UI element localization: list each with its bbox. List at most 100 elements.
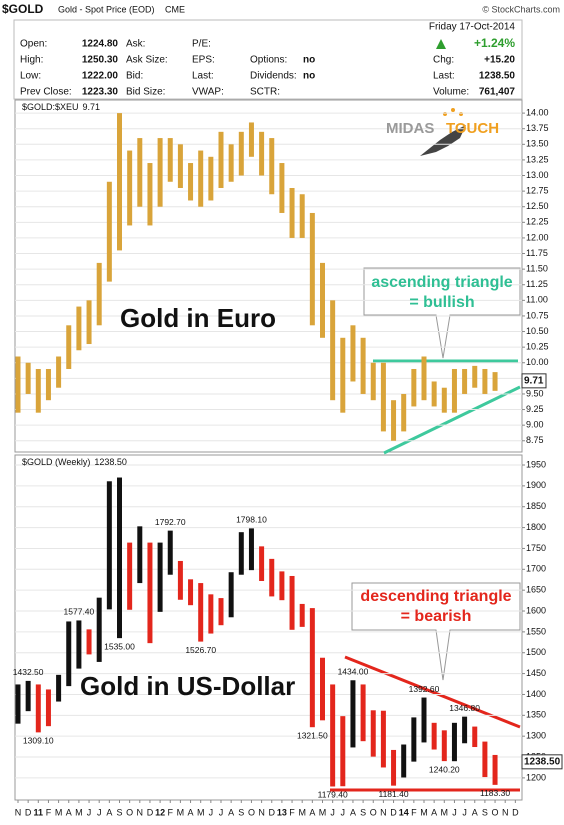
price-bar xyxy=(35,684,41,733)
price-bar xyxy=(380,710,386,768)
quote-label: VWAP: xyxy=(192,87,224,98)
quote-label: EPS: xyxy=(192,55,215,66)
logo-text: MIDAS xyxy=(386,120,434,137)
x-tick-label: M xyxy=(298,807,306,817)
quote-value: 1250.30 xyxy=(82,55,119,66)
x-tick-label: A xyxy=(188,807,194,817)
price-bar xyxy=(370,710,376,757)
price-bar xyxy=(482,741,488,778)
logo-star xyxy=(459,112,463,116)
price-bar xyxy=(472,365,478,388)
y-tick-label: 10.50 xyxy=(526,326,549,336)
panel-title-name: $GOLD (Weekly) xyxy=(22,457,90,467)
price-annotation: 1181.40 xyxy=(378,789,408,799)
price-bar xyxy=(147,542,153,644)
price-bar xyxy=(45,689,51,727)
x-tick-label: S xyxy=(360,807,366,817)
quote-label: Last: xyxy=(433,71,455,82)
price-bar xyxy=(177,144,183,188)
price-bar xyxy=(309,212,315,326)
quote-value: no xyxy=(303,55,315,66)
price-annotation: 1432.50 xyxy=(13,667,44,677)
price-annotation: 1535.00 xyxy=(104,641,135,651)
price-bar xyxy=(330,684,336,787)
x-tick-label: M xyxy=(441,807,449,817)
y-tick-label: 1850 xyxy=(526,501,546,511)
price-bar xyxy=(411,368,417,407)
y-tick-label: 12.00 xyxy=(526,232,549,242)
quote-box xyxy=(13,19,523,100)
price-bar xyxy=(248,122,254,157)
x-tick-label: M xyxy=(177,807,185,817)
x-tick-label: D xyxy=(147,807,154,817)
x-tick-label: F xyxy=(289,807,295,817)
x-tick-label: D xyxy=(269,807,276,817)
x-tick-label: M xyxy=(55,807,63,817)
y-tick-label: 9.25 xyxy=(526,404,544,414)
price-bar xyxy=(360,337,366,394)
support-line xyxy=(383,385,521,455)
quote-date: Friday 17-Oct-2014 xyxy=(429,22,516,33)
price-bar xyxy=(441,730,447,762)
x-tick-label: M xyxy=(197,807,205,817)
x-tick-label: O xyxy=(126,807,133,817)
y-tick-label: 14.00 xyxy=(526,107,549,117)
x-tick-label: J xyxy=(341,807,346,817)
x-tick-label: A xyxy=(472,807,478,817)
x-tick-label: J xyxy=(462,807,467,817)
price-bar xyxy=(96,597,102,662)
x-tick-label: D xyxy=(25,807,32,817)
x-tick-label: N xyxy=(502,807,509,817)
price-bar xyxy=(370,362,376,401)
price-bar xyxy=(218,131,224,188)
panel-title-last: 1238.50 xyxy=(94,457,127,467)
x-tick-label: J xyxy=(219,807,224,817)
x-tick-label: 14 xyxy=(399,807,409,817)
price-bar xyxy=(431,381,437,407)
panel-title: $GOLD (Weekly) 1238.50 xyxy=(22,457,127,467)
x-tick-label: M xyxy=(420,807,428,817)
x-tick-label: N xyxy=(15,807,22,817)
price-bar xyxy=(76,620,82,669)
price-bar xyxy=(76,306,82,351)
price-bar xyxy=(350,325,356,382)
price-bar xyxy=(340,716,346,787)
x-tick-label: N xyxy=(380,807,387,817)
price-bar xyxy=(279,571,285,601)
price-bar xyxy=(309,608,315,728)
logo-bull xyxy=(420,125,466,156)
y-tick-label: 11.50 xyxy=(526,264,548,274)
price-bar xyxy=(35,368,41,413)
price-bar xyxy=(117,477,122,639)
x-tick-label: O xyxy=(370,807,377,817)
quote-label: Ask Size: xyxy=(126,55,168,66)
price-bar xyxy=(289,575,295,630)
quote-value: 761,407 xyxy=(479,87,516,98)
y-tick-label: 9.00 xyxy=(526,420,544,430)
last-value-label: 9.71 xyxy=(524,375,544,386)
price-bar xyxy=(492,372,498,391)
price-bar xyxy=(451,368,457,413)
x-tick-label: J xyxy=(452,807,457,817)
price-bar xyxy=(259,131,265,176)
price-bar xyxy=(289,188,295,238)
price-annotation: 1183.30 xyxy=(480,788,510,798)
panel-heading: Gold in Euro xyxy=(120,303,276,333)
panel-heading: Gold in US-Dollar xyxy=(80,671,295,701)
price-bar xyxy=(188,163,194,201)
price-bar xyxy=(157,138,163,207)
y-tick-label: 1950 xyxy=(526,459,546,469)
price-bar xyxy=(441,387,447,413)
price-bar xyxy=(391,749,397,786)
y-tick-label: 13.00 xyxy=(526,170,549,180)
quote-label: P/E: xyxy=(192,39,211,50)
x-tick-label: A xyxy=(309,807,315,817)
price-annotation: 1321.50 xyxy=(297,730,328,740)
quote-value: 1224.80 xyxy=(82,39,119,50)
callout-text: = bearish xyxy=(401,608,472,625)
price-annotation: 1798.10 xyxy=(236,515,267,525)
x-tick-label: M xyxy=(75,807,83,817)
y-tick-label: 8.75 xyxy=(526,435,544,445)
x-tick-label: O xyxy=(248,807,255,817)
